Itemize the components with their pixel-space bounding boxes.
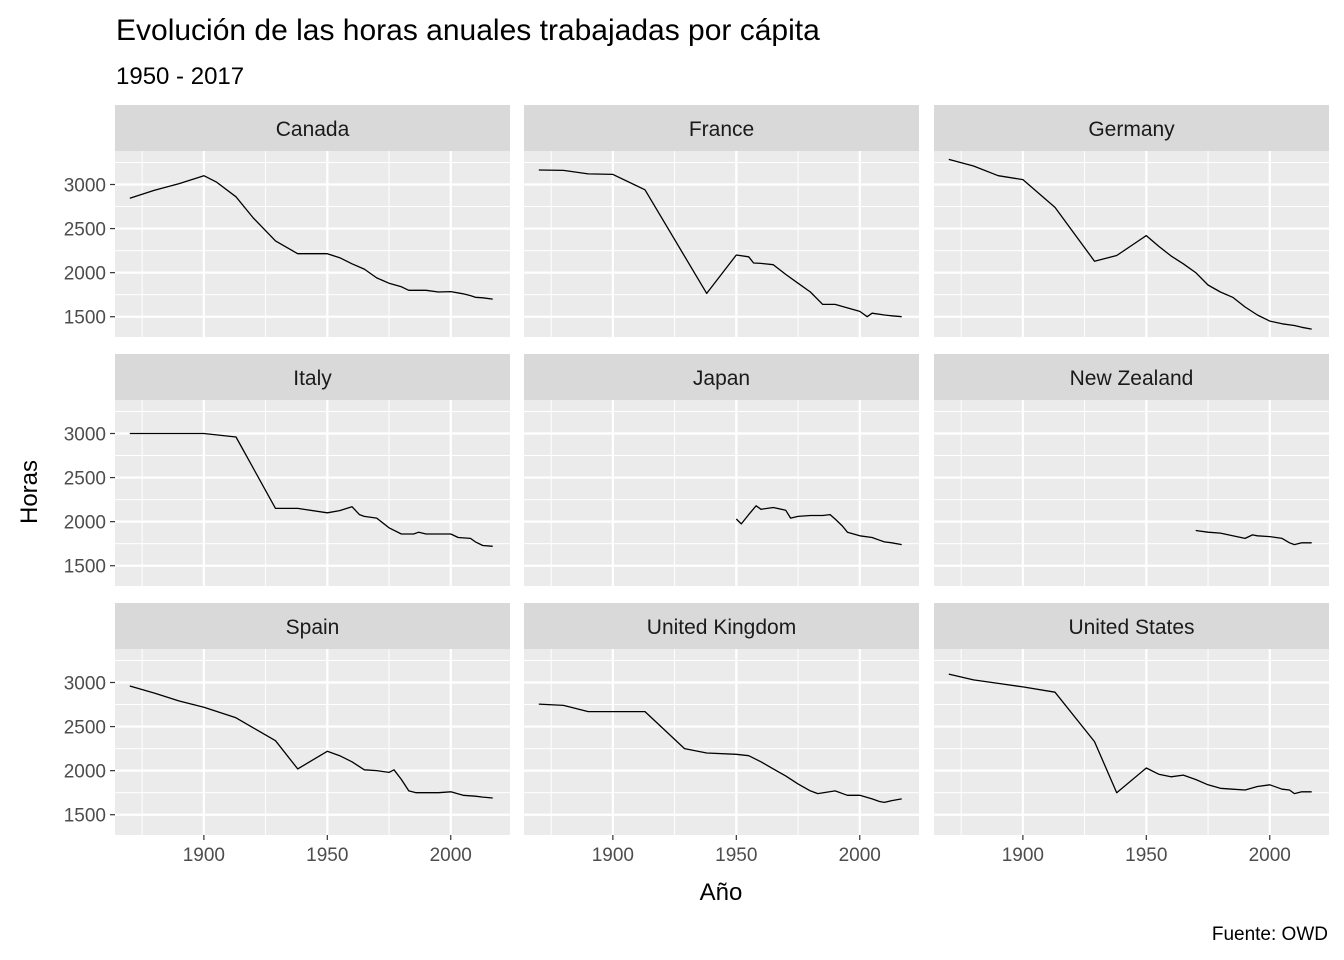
chart-title: Evolución de las horas anuales trabajada… [116,14,820,47]
y-tick-label: 2500 [64,220,106,241]
facet-france: France [524,105,919,337]
x-tick-label: 2000 [839,845,881,866]
strip-background [524,603,919,649]
facet-panels: Canada 1500 2000 2500 3000 France Germany Italy… [64,105,1329,866]
y-tick-label: 3000 [64,673,106,694]
strip-background [115,603,510,649]
strip-label: Germany [1088,118,1175,141]
y-tick-label: 3000 [64,175,106,196]
y-tick-label: 1500 [64,806,106,827]
series-line-france [538,169,902,318]
series-line-japan [735,505,902,546]
y-tick-label: 3000 [64,424,106,445]
y-tick-label: 1500 [64,308,106,329]
strip-background [524,354,919,400]
plot-background [115,649,510,835]
x-tick-label: 2000 [430,845,472,866]
facet-new-zealand: New Zealand [934,354,1329,586]
strip-background [524,105,919,151]
x-tick-label: 1950 [715,845,757,866]
series-line-canada [129,175,493,300]
facet-united-states: United States 1900 1950 2000 [934,603,1329,866]
plot-background [524,649,919,835]
strip-label: United States [1068,616,1194,639]
chart-subtitle: 1950 - 2017 [116,63,244,90]
x-tick-label: 1950 [306,845,348,866]
y-tick-label: 2000 [64,513,106,534]
facet-germany: Germany [934,105,1329,337]
strip-background [934,105,1329,151]
y-tick-label: 2000 [64,762,106,783]
y-tick-label: 2500 [64,469,106,490]
series-line-italy [129,432,493,547]
strip-label: Canada [276,118,350,141]
plot-background [524,400,919,586]
x-tick-label: 1900 [592,845,634,866]
x-axis-title: Año [700,879,743,906]
strip-background [934,603,1329,649]
strip-label: New Zealand [1070,367,1194,390]
facet-spain: Spain 1500 2000 2500 3000 1900 1950 2000 [64,603,510,866]
x-tick-label: 1900 [183,845,225,866]
strip-background [115,105,510,151]
strip-label: Japan [693,367,750,390]
x-tick-label: 1950 [1125,845,1167,866]
series-line-new-zealand [1195,529,1312,546]
y-axis-title: Horas [16,460,43,524]
plot-background [115,151,510,337]
series-line-united-states [948,673,1312,795]
chart-caption: Fuente: OWD [1212,924,1328,945]
y-tick-label: 2000 [64,264,106,285]
x-tick-label: 1900 [1002,845,1044,866]
facet-united-kingdom: United Kingdom 1900 1950 2000 [524,603,919,866]
plot-background [934,151,1329,337]
facet-japan: Japan [524,354,919,586]
strip-label: Spain [286,616,340,639]
strip-background [934,354,1329,400]
series-line-united-kingdom [538,703,902,804]
plot-background [934,649,1329,835]
strip-background [115,354,510,400]
series-line-spain [129,685,493,799]
plot-background [934,400,1329,586]
plot-background [115,400,510,586]
plot-background [524,151,919,337]
y-tick-label: 1500 [64,557,106,578]
y-tick-label: 2500 [64,718,106,739]
strip-label: United Kingdom [647,616,796,639]
facet-canada: Canada 1500 2000 2500 3000 [64,105,510,337]
series-line-germany [948,158,1312,330]
strip-label: France [689,118,754,141]
strip-label: Italy [293,367,332,390]
x-tick-label: 2000 [1249,845,1291,866]
facet-italy: Italy 1500 2000 2500 3000 [64,354,510,586]
